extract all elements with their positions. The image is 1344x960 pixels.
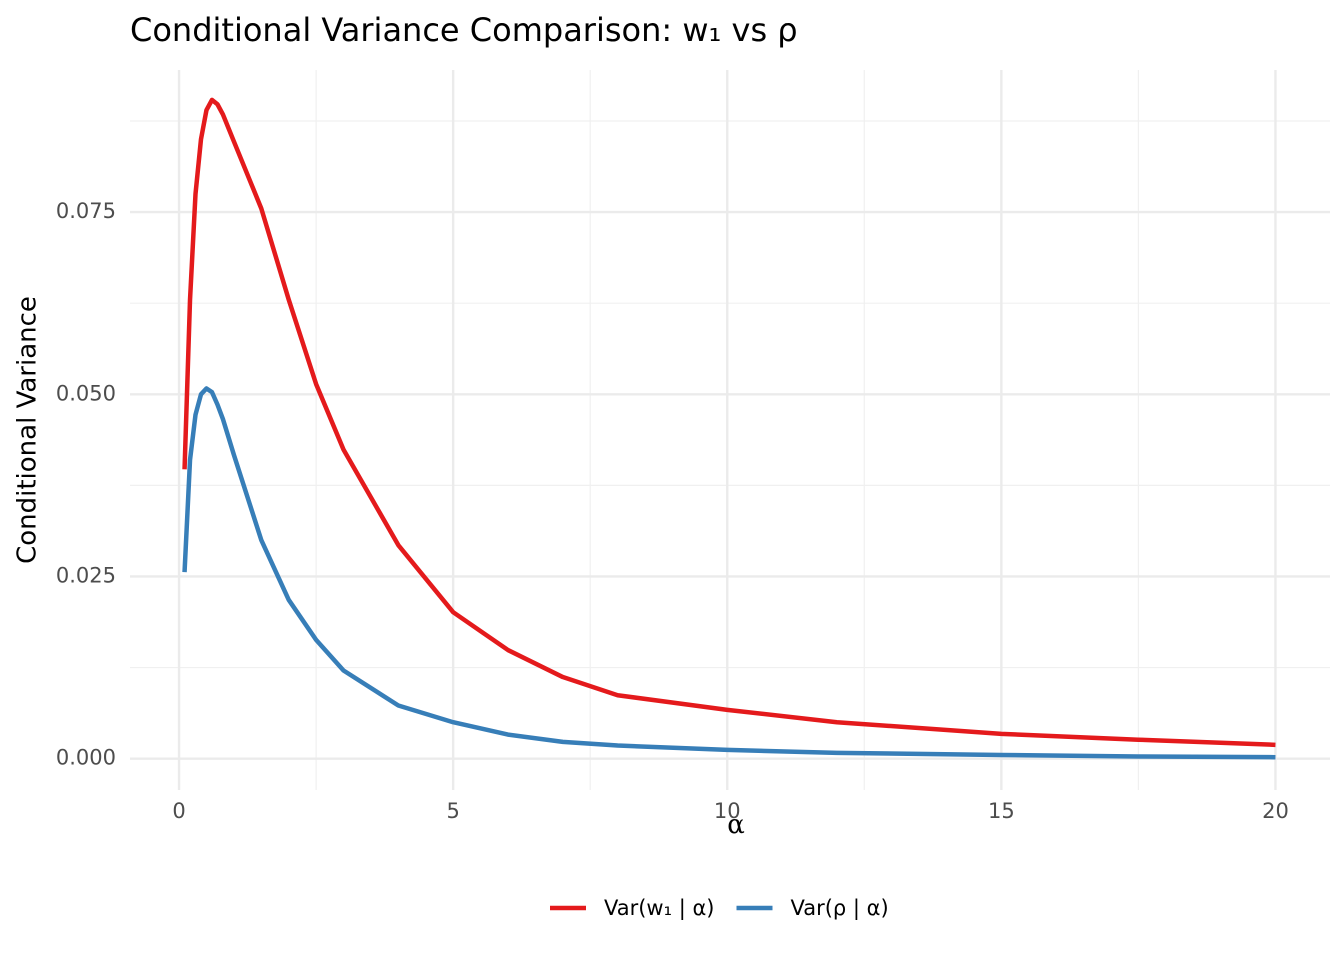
series-line bbox=[182, 386, 1276, 760]
x-tick-label: 0 bbox=[172, 799, 185, 823]
x-tick-label: 5 bbox=[446, 799, 459, 823]
legend-label: Var(w₁ | α) bbox=[604, 896, 715, 921]
legend-label: Var(ρ | α) bbox=[791, 896, 889, 921]
chart-title: Conditional Variance Comparison: w₁ vs ρ bbox=[130, 11, 798, 49]
y-axis-label: Conditional Variance bbox=[13, 296, 43, 564]
series-line bbox=[182, 97, 1276, 748]
y-tick-label: 0.000 bbox=[56, 746, 116, 770]
y-tick-label: 0.050 bbox=[56, 381, 116, 405]
y-tick-label: 0.075 bbox=[56, 199, 116, 223]
y-tick-label: 0.025 bbox=[56, 563, 116, 587]
x-tick-label: 20 bbox=[1262, 799, 1289, 823]
x-tick-label: 15 bbox=[988, 799, 1015, 823]
x-axis-label: α bbox=[727, 810, 745, 840]
x-tick-label: 10 bbox=[714, 799, 741, 823]
